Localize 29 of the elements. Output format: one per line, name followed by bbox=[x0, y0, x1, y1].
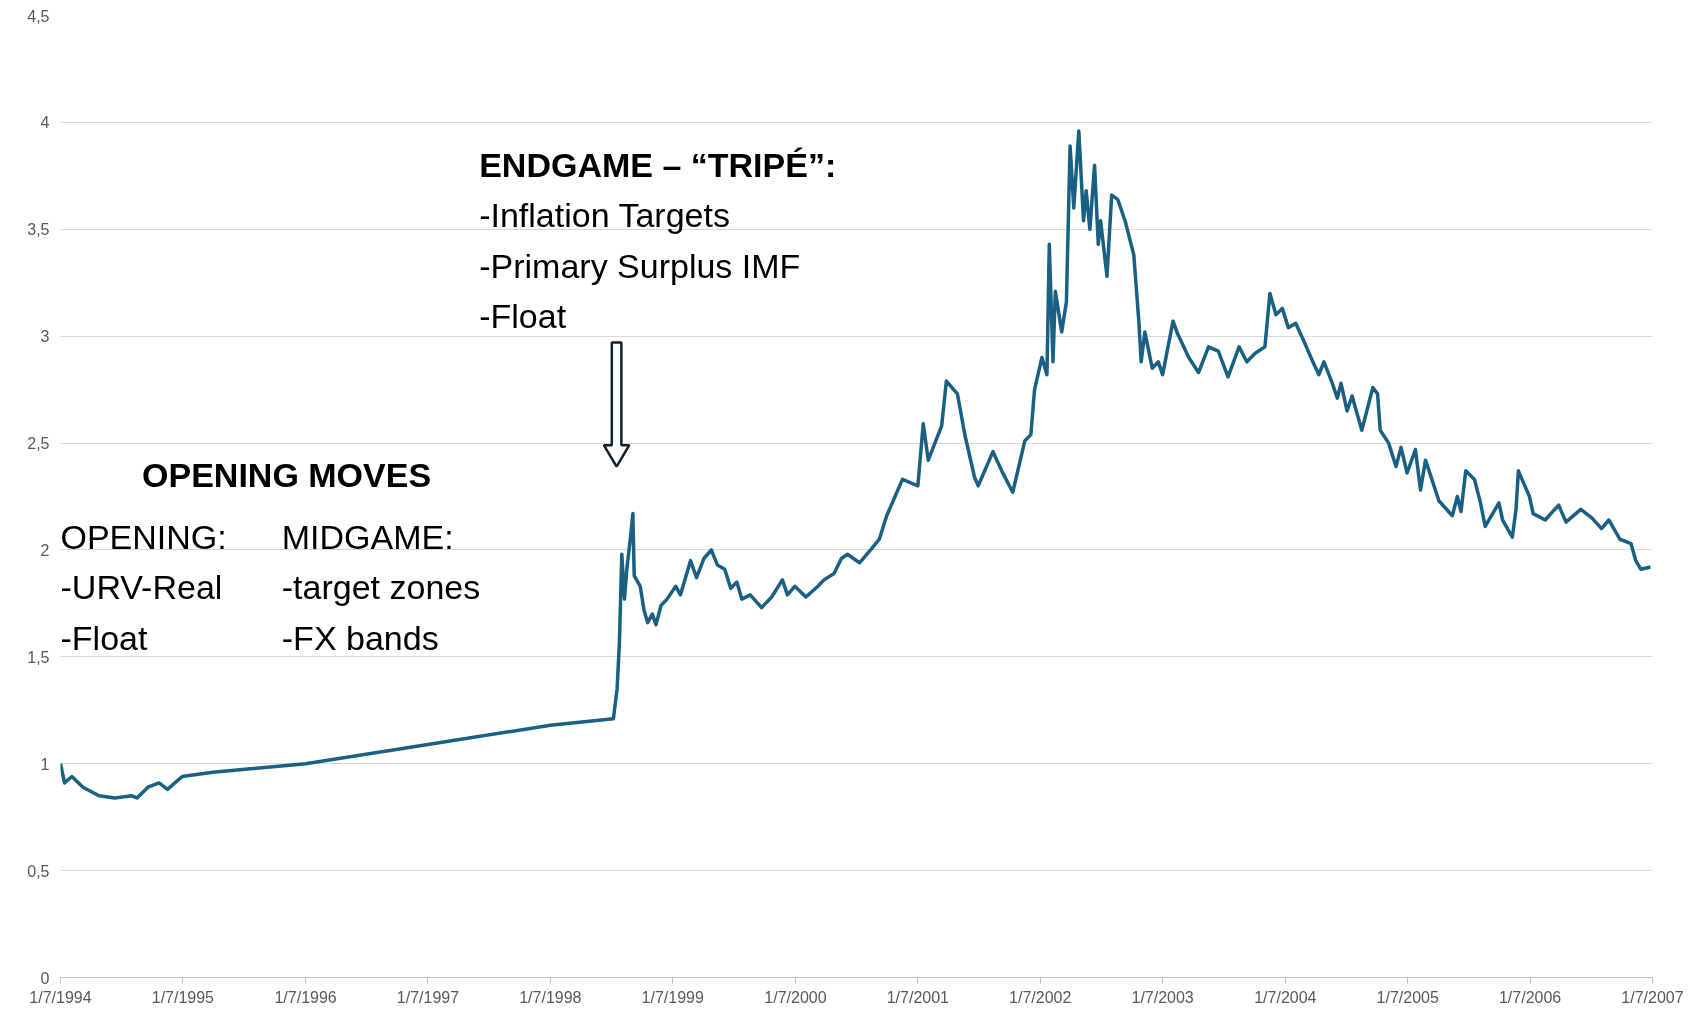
y-tick-label: 0,5 bbox=[27, 862, 50, 880]
y-tick-label: 4,5 bbox=[27, 7, 50, 25]
y-tick-label: 1,5 bbox=[27, 648, 50, 666]
x-tick-label: 1/7/2000 bbox=[764, 988, 827, 1006]
line-series bbox=[60, 129, 1653, 800]
x-tick-label: 1/7/1998 bbox=[519, 988, 582, 1006]
annotation: MIDGAME: -target zones -FX bands bbox=[281, 518, 481, 657]
annotation: OPENING: -URV-Real -Float bbox=[60, 518, 227, 657]
y-tick-label: 3 bbox=[40, 328, 50, 346]
x-tick-label: 1/7/1997 bbox=[396, 988, 460, 1006]
x-tick-label: 1/7/2002 bbox=[1009, 988, 1072, 1006]
annotation: ENDGAME – “TRIPÉ”: -Inflation Targets -Primary Surplus IMF -Float bbox=[479, 146, 837, 335]
x-tick-label: 1/7/2007 bbox=[1621, 988, 1684, 1006]
x-tick-label: 1/7/1995 bbox=[151, 988, 215, 1006]
x-tick-label: 1/7/2006 bbox=[1498, 988, 1562, 1006]
y-tick-label: 0 bbox=[40, 969, 50, 987]
x-tick-label: 1/7/1999 bbox=[641, 988, 704, 1006]
x-tick-label: 1/7/2005 bbox=[1376, 988, 1439, 1006]
y-tick-label: 2 bbox=[40, 541, 50, 559]
x-tick-label: 1/7/2001 bbox=[886, 988, 950, 1006]
y-tick-label: 4 bbox=[40, 114, 50, 132]
x-tick-label: 1/7/2003 bbox=[1131, 988, 1194, 1006]
y-tick-label: 3,5 bbox=[27, 221, 50, 239]
x-tick-label: 1/7/1996 bbox=[274, 988, 337, 1006]
annotation: OPENING MOVES bbox=[142, 456, 432, 495]
y-tick-label: 2,5 bbox=[27, 435, 50, 453]
y-tick-label: 1 bbox=[40, 755, 50, 773]
x-tick-label: 1/7/1994 bbox=[29, 988, 92, 1006]
x-tick-label: 1/7/2004 bbox=[1254, 988, 1317, 1006]
